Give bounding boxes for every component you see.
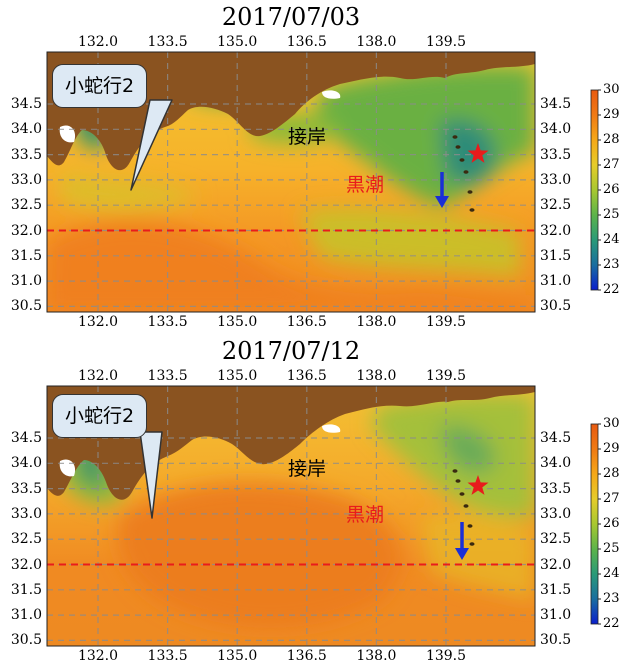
longitude-tick-label: 136.5: [286, 314, 327, 330]
latitude-tick-label: 32.0: [10, 222, 42, 239]
latitude-tick-label: 30.5: [10, 298, 42, 315]
latitude-tick-label: 31.5: [540, 581, 572, 598]
colorbar-tick-label: 29: [603, 441, 620, 456]
colorbar: [590, 423, 599, 625]
latitude-tick-label: 32.0: [540, 222, 572, 239]
longitude-tick-label: 133.5: [147, 34, 188, 50]
latitude-tick-label: 34.5: [10, 96, 42, 112]
latitude-tick-label: 33.5: [540, 480, 572, 497]
longitude-tick-label: 135.0: [217, 368, 258, 384]
colorbar-tick-label: 24: [603, 566, 620, 581]
longitude-tick-label: 138.0: [356, 314, 397, 330]
latitude-tick-label: 31.5: [10, 581, 42, 598]
latitude-tick-label: 34.5: [10, 430, 42, 446]
latitude-tick-label: 31.0: [10, 273, 42, 290]
latitude-tick-label: 32.5: [10, 197, 42, 214]
colorbar-tick-label: 25: [603, 207, 620, 222]
colorbar-tick-label: 30: [603, 82, 620, 97]
longitude-tick-label: 133.5: [147, 368, 188, 384]
coast-label: 接岸: [288, 126, 327, 148]
latitude-tick-label: 34.0: [540, 121, 572, 138]
colorbar-tick-label: 24: [603, 232, 620, 247]
latitude-tick-label: 31.5: [540, 247, 572, 264]
colorbar-tick-label: 30: [603, 416, 620, 431]
longitude-tick-label: 138.0: [356, 34, 397, 50]
longitude-tick-label: 133.5: [147, 314, 188, 330]
colorbar-tick-label: 27: [603, 491, 620, 506]
colorbar-tick-label: 23: [603, 591, 620, 606]
colorbar-tick-label: 27: [603, 157, 620, 172]
red-star-marker: [467, 475, 489, 495]
red-star-marker: [467, 143, 489, 163]
latitude-tick-label: 31.0: [540, 607, 572, 624]
latitude-tick-label: 31.5: [10, 247, 42, 264]
colorbar-tick-label: 26: [603, 516, 620, 531]
panel-title: 2017/07/03: [221, 3, 361, 31]
longitude-tick-label: 139.5: [425, 314, 467, 330]
latitude-tick-label: 31.0: [10, 607, 42, 624]
blue-arrow-marker: [435, 172, 449, 208]
colorbar: [590, 89, 599, 291]
longitude-tick-label: 135.0: [217, 648, 258, 664]
longitude-tick-label: 132.0: [77, 368, 119, 384]
callout-pointer: [139, 431, 163, 519]
blue-arrow-marker: [455, 522, 469, 560]
latitude-tick-label: 33.5: [540, 146, 572, 163]
longitude-tick-label: 132.0: [77, 34, 119, 50]
kuroshio-label: 黒潮: [346, 174, 385, 196]
longitude-tick-label: 132.0: [77, 314, 119, 330]
panel-title: 2017/07/12: [221, 337, 361, 365]
latitude-tick-label: 34.0: [540, 455, 572, 472]
colorbar-tick-label: 28: [603, 132, 620, 147]
colorbar-tick-label: 22: [603, 282, 620, 297]
map-panel-2: 132.0 132.0 133.5 133.5 135.0 135.0 136.5 136.5…: [0, 334, 630, 664]
kuroshio-label: 黒潮: [346, 504, 385, 526]
callout-pointer: [130, 99, 173, 191]
colorbar-tick-label: 28: [603, 466, 620, 481]
colorbar-tick-label: 22: [603, 616, 620, 631]
callout-label: 小蛇行2: [52, 394, 148, 438]
latitude-tick-label: 32.0: [10, 556, 42, 573]
latitude-tick-label: 32.5: [540, 197, 572, 214]
coast-label: 接岸: [288, 458, 327, 480]
longitude-tick-label: 136.5: [286, 648, 327, 664]
longitude-tick-label: 135.0: [217, 314, 258, 330]
callout-label: 小蛇行2: [52, 64, 148, 108]
latitude-tick-label: 33.0: [10, 505, 42, 522]
latitude-tick-label: 34.5: [540, 96, 572, 112]
latitude-tick-label: 34.5: [540, 430, 572, 446]
latitude-tick-label: 33.0: [10, 171, 42, 188]
latitude-tick-label: 32.5: [10, 531, 42, 548]
longitude-tick-label: 139.5: [425, 648, 467, 664]
latitude-tick-label: 30.5: [540, 298, 572, 315]
latitude-tick-label: 34.0: [10, 455, 42, 472]
latitude-tick-label: 32.0: [540, 556, 572, 573]
latitude-tick-label: 33.0: [540, 171, 572, 188]
latitude-tick-label: 33.0: [540, 505, 572, 522]
latitude-tick-label: 33.5: [10, 146, 42, 163]
colorbar-tick-label: 29: [603, 107, 620, 122]
longitude-tick-label: 136.5: [286, 34, 327, 50]
latitude-tick-label: 31.0: [540, 273, 572, 290]
latitude-tick-label: 30.5: [540, 632, 572, 649]
colorbar-tick-label: 25: [603, 541, 620, 556]
latitude-tick-label: 34.0: [10, 121, 42, 138]
map-panel-1: 132.0 132.0 133.5 133.5 135.0 135.0 136.5 136.5…: [0, 0, 630, 330]
latitude-tick-label: 32.5: [540, 531, 572, 548]
longitude-tick-label: 135.0: [217, 34, 258, 50]
longitude-tick-label: 138.0: [356, 648, 397, 664]
colorbar-tick-label: 26: [603, 182, 620, 197]
longitude-tick-label: 139.5: [425, 34, 467, 50]
longitude-tick-label: 136.5: [286, 368, 327, 384]
longitude-tick-label: 132.0: [77, 648, 119, 664]
longitude-tick-label: 138.0: [356, 368, 397, 384]
latitude-tick-label: 33.5: [10, 480, 42, 497]
longitude-tick-label: 139.5: [425, 368, 467, 384]
latitude-tick-label: 30.5: [10, 632, 42, 649]
longitude-tick-label: 133.5: [147, 648, 188, 664]
colorbar-tick-label: 23: [603, 257, 620, 272]
